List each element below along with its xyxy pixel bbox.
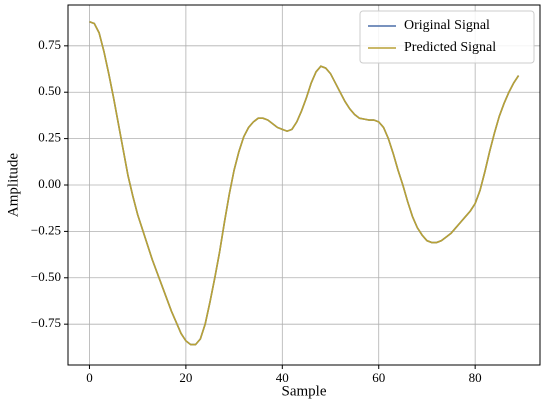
y-tick-label: −0.50 <box>31 269 61 284</box>
y-tick-label: −0.75 <box>31 315 61 330</box>
y-tick-label: 0.50 <box>38 83 61 98</box>
y-axis-label: Amplitude <box>5 153 21 218</box>
legend-box <box>359 10 535 64</box>
x-axis-label: Sample <box>282 383 327 399</box>
plot-frame <box>67 4 541 366</box>
x-tick-label: 80 <box>469 370 482 385</box>
y-tick-label: 0.25 <box>38 130 61 145</box>
y-tick-label: 0.00 <box>38 176 61 191</box>
x-tick-label: 0 <box>86 370 93 385</box>
x-tick-label: 60 <box>372 370 385 385</box>
data-line <box>89 20 520 346</box>
x-tick-label: 20 <box>179 370 192 385</box>
legend-label: Original Signal <box>404 18 490 33</box>
y-tick-label: −0.25 <box>31 222 61 237</box>
x-tick-label: 40 <box>276 370 289 385</box>
legend-label: Predicted Signal <box>404 40 496 55</box>
data-line <box>89 20 520 346</box>
y-tick-label: 0.75 <box>38 37 61 52</box>
